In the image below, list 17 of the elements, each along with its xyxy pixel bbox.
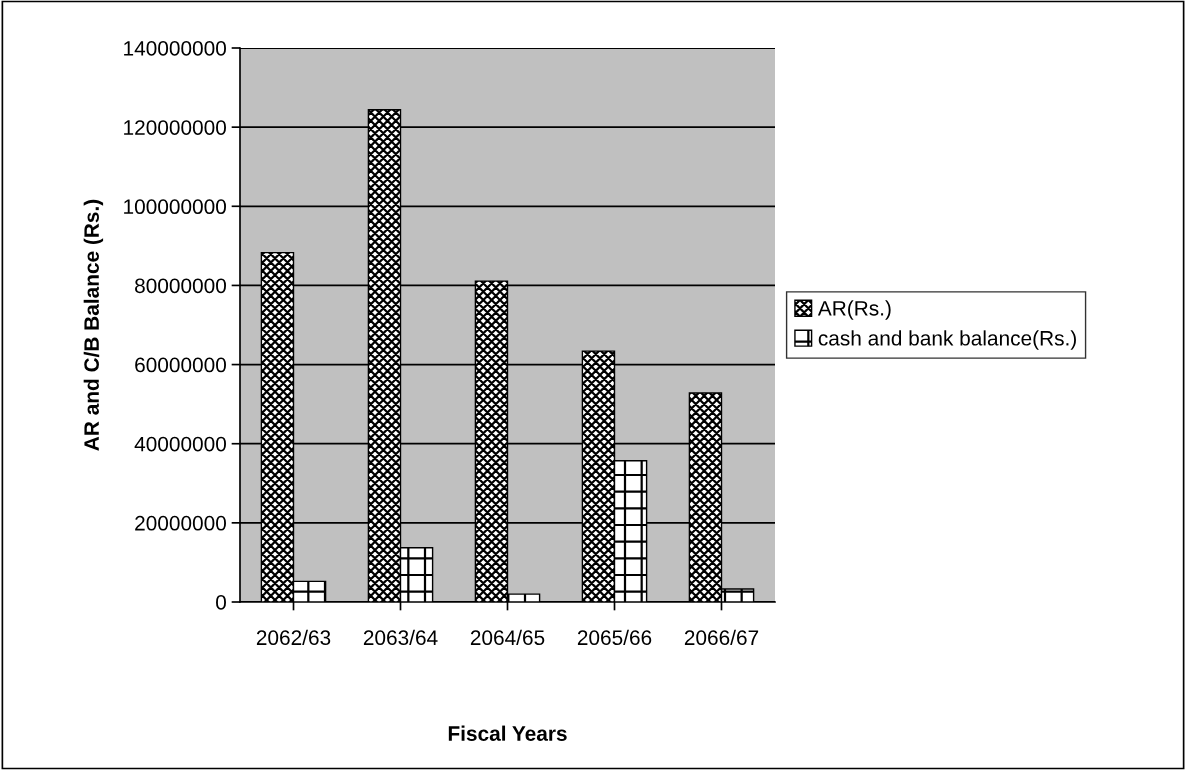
x-axis-title: Fiscal Years — [448, 725, 567, 741]
x-tick-label: 2064/65 — [470, 629, 545, 646]
y-tick-label: 0 — [216, 595, 226, 610]
y-tick-label: 40000000 — [134, 436, 226, 452]
y-tick-label: 120000000 — [124, 120, 226, 135]
y-tick-label: 80000000 — [135, 278, 226, 294]
legend-label: AR(Rs.) — [817, 300, 891, 320]
x-tick-label: 2063/64 — [363, 629, 438, 646]
x-tick-label: 2065/66 — [577, 629, 652, 646]
legend-label: cash and bank balance(Rs.) — [818, 330, 1076, 350]
y-axis-title: AR and C/B Balance (Rs.) — [83, 199, 104, 451]
y-tick-label: 60000000 — [135, 357, 226, 373]
x-tick-label: 2062/63 — [256, 629, 331, 646]
x-tick-label: 2066/67 — [684, 629, 759, 646]
y-tick-label: 140000000 — [124, 41, 226, 56]
y-tick-label: 100000000 — [124, 199, 226, 215]
y-tick-label: 20000000 — [135, 515, 226, 531]
